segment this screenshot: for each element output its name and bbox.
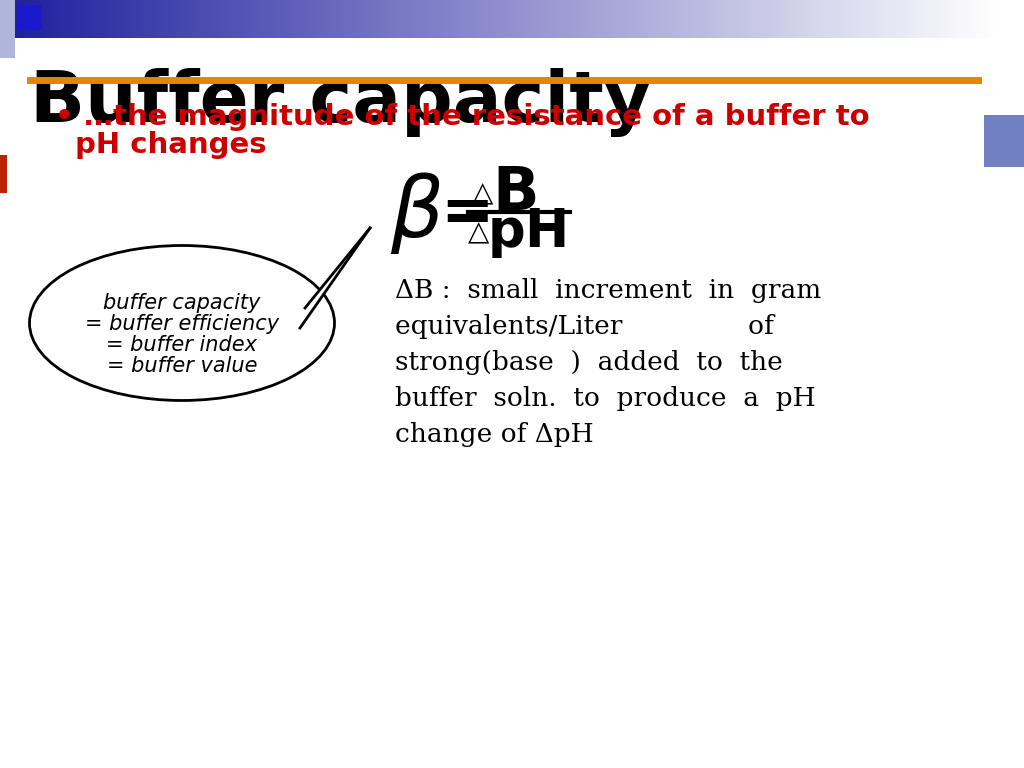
Ellipse shape [30, 246, 335, 400]
Text: = buffer value: = buffer value [106, 356, 257, 376]
Text: change of ΔpH: change of ΔpH [395, 422, 594, 447]
Text: Buffer capacity: Buffer capacity [30, 68, 651, 137]
Bar [984, 115, 1024, 167]
Bar [17, 5, 42, 30]
Text: • …the magnitude of the resistance of a buffer to: • …the magnitude of the resistance of a … [55, 103, 869, 131]
Text: = buffer index: = buffer index [106, 335, 257, 355]
Bar [0, 155, 7, 193]
Text: equivalents/Liter               of: equivalents/Liter of [395, 314, 774, 339]
Text: △: △ [468, 218, 489, 246]
Text: =: = [440, 182, 494, 244]
Polygon shape [300, 228, 370, 328]
Text: $\mathbf{B}$: $\mathbf{B}$ [492, 164, 537, 223]
Text: ΔB :  small  increment  in  gram: ΔB : small increment in gram [395, 278, 821, 303]
Text: pH changes: pH changes [75, 131, 266, 159]
Text: strong(base  )  added  to  the: strong(base ) added to the [395, 350, 782, 375]
Text: △: △ [472, 179, 494, 207]
Text: $\mathbf{pH}$: $\mathbf{pH}$ [487, 206, 566, 260]
Text: buffer  soln.  to  produce  a  pH: buffer soln. to produce a pH [395, 386, 816, 411]
Text: $\beta$: $\beta$ [390, 170, 442, 256]
Bar [0, 0, 15, 58]
Text: buffer capacity: buffer capacity [103, 293, 261, 313]
Text: = buffer efficiency: = buffer efficiency [85, 314, 280, 334]
